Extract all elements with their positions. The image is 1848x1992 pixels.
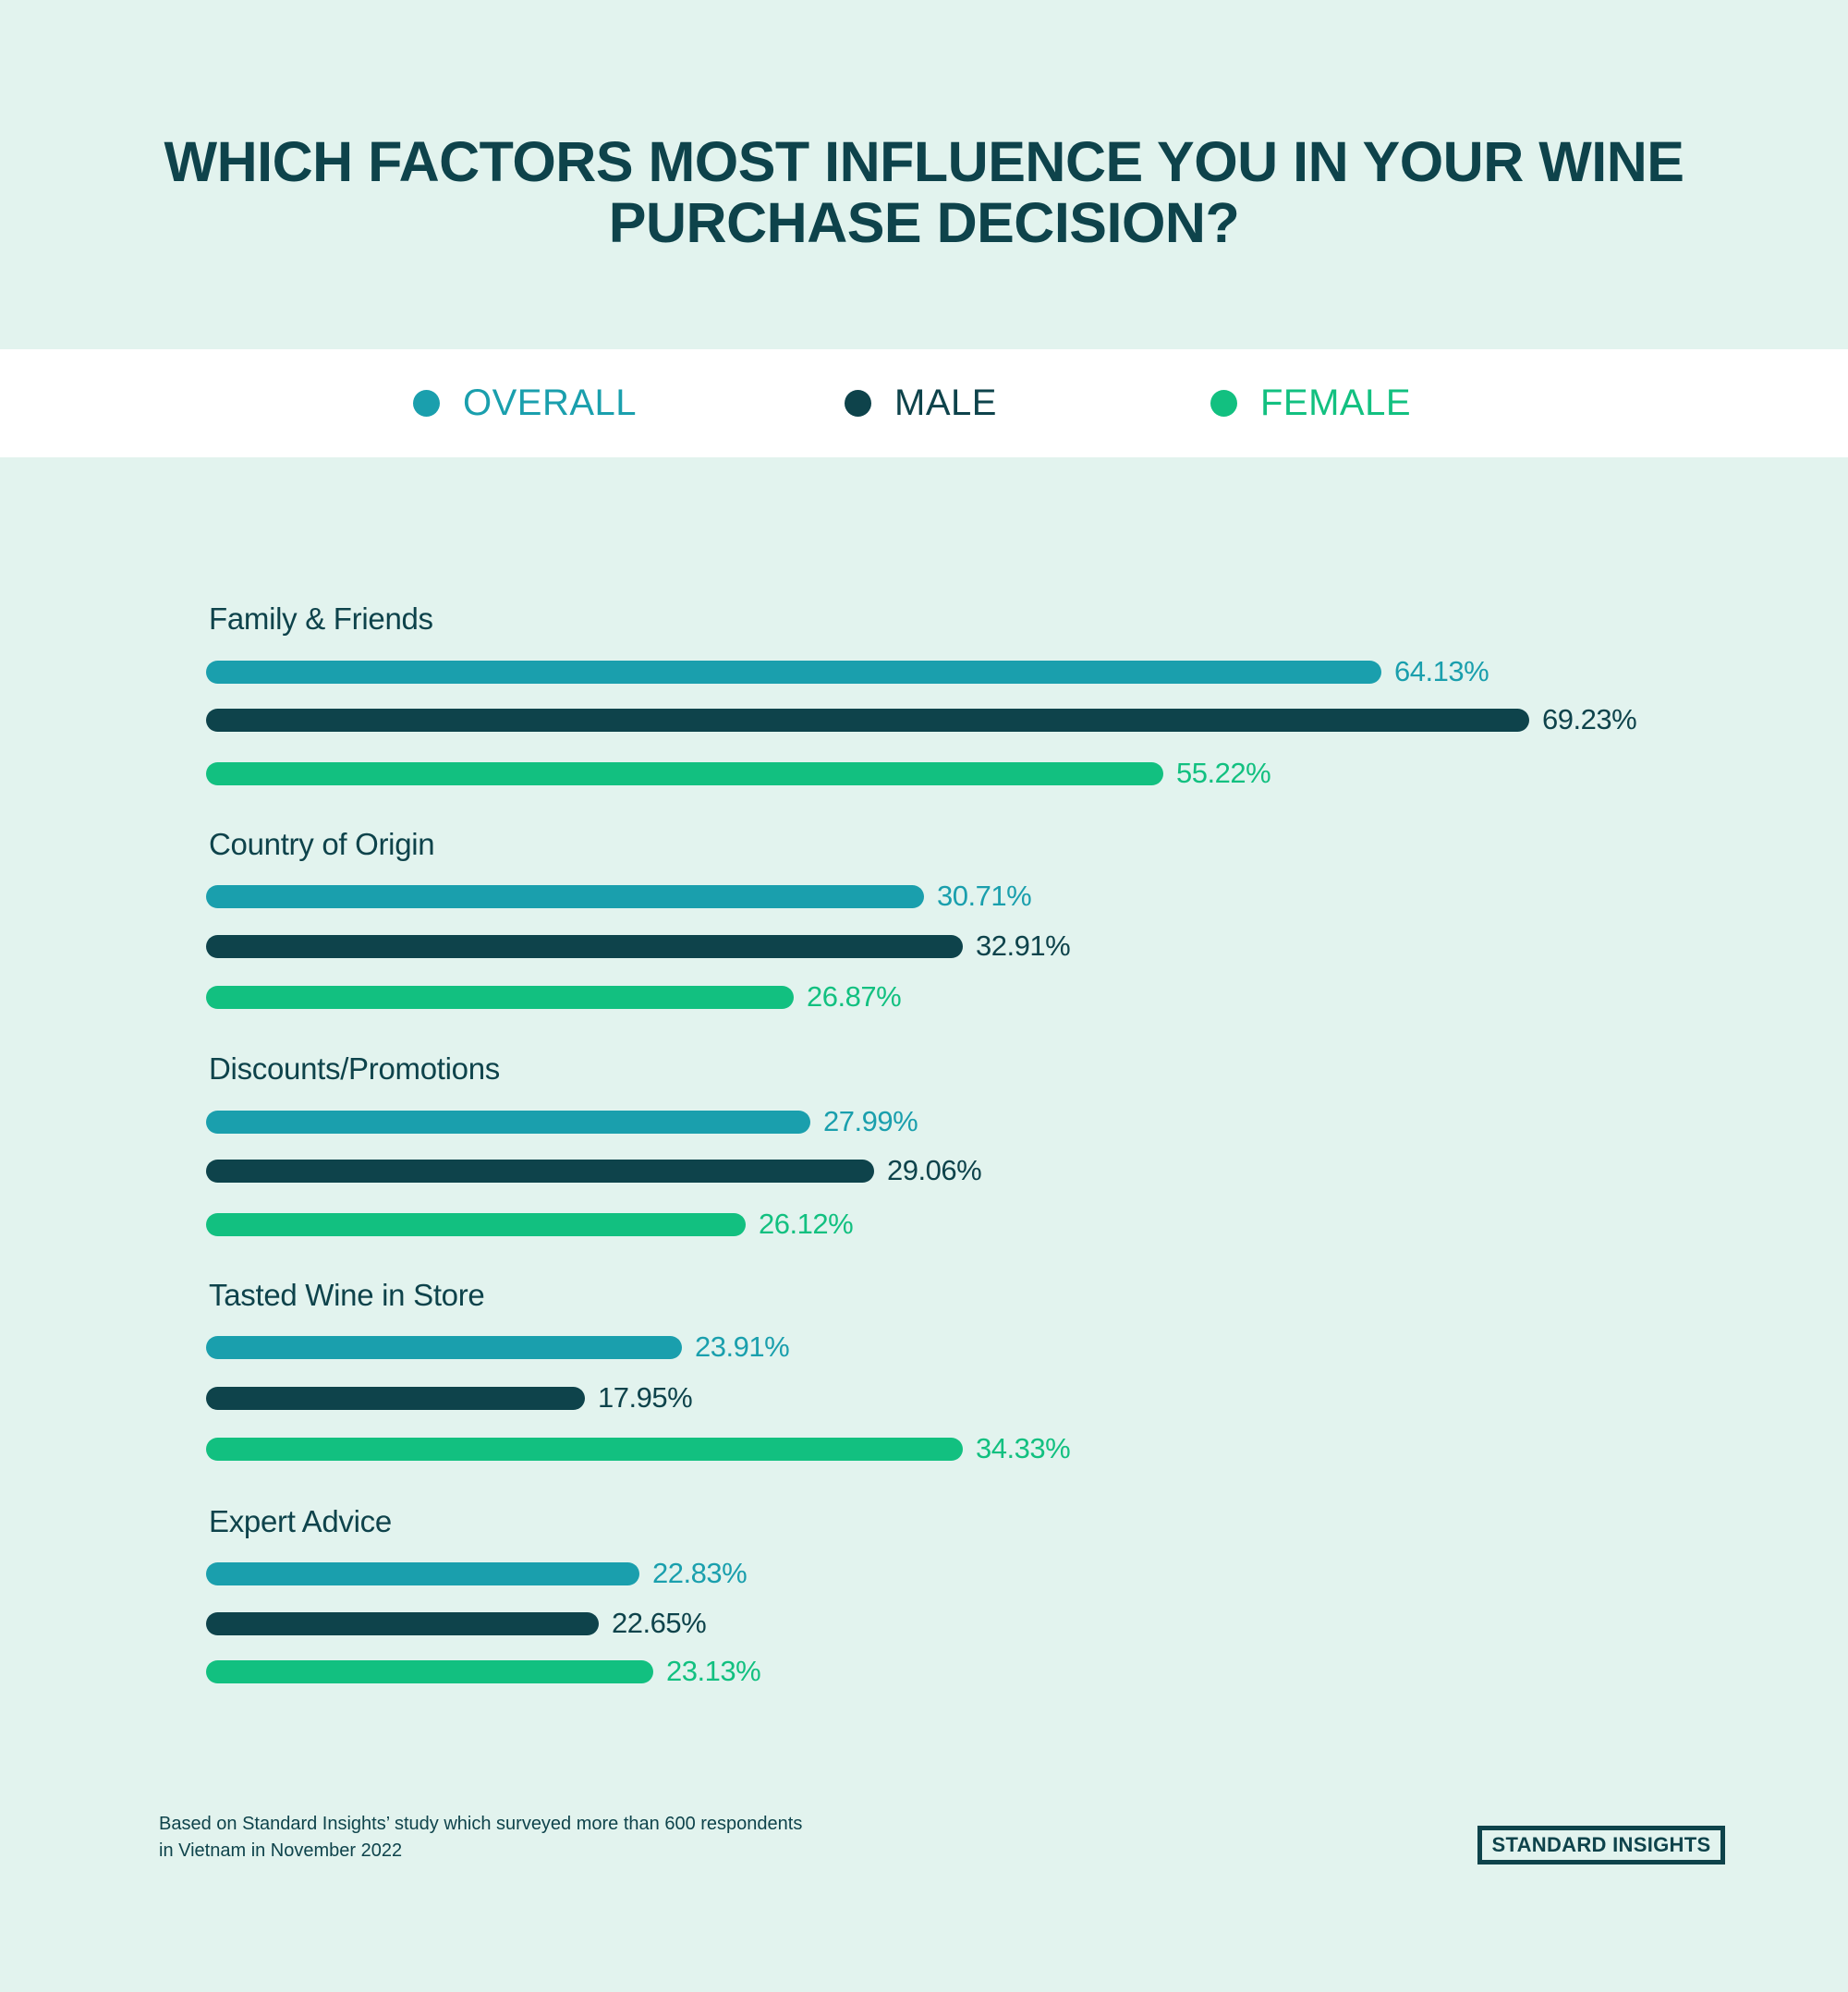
bar-overall (206, 660, 1381, 684)
chart-title-line-2: PURCHASE DECISION? (608, 191, 1240, 254)
bar-overall (206, 1335, 682, 1359)
value-label-male: 32.91% (976, 929, 1071, 962)
category-label: Discounts/Promotions (209, 1051, 500, 1086)
legend-dot-female-icon (1210, 390, 1237, 417)
value-label-female: 26.12% (759, 1208, 854, 1240)
bar-female (206, 1659, 653, 1683)
legend-item-overall: OVERALL (413, 349, 637, 457)
legend-dot-male-icon (845, 390, 871, 417)
footnote-line-1: Based on Standard Insights’ study which … (159, 1814, 803, 1834)
value-label-male: 69.23% (1542, 703, 1637, 735)
bar-male (206, 1386, 585, 1410)
legend: OVERALL MALE FEMALE (0, 349, 1848, 457)
category-label: Family & Friends (209, 601, 433, 636)
brand-logo: STANDARD INSIGHTS (1477, 1826, 1725, 1864)
category-label: Country of Origin (209, 827, 435, 861)
bar-male (206, 1159, 874, 1183)
chart-title-line-1: WHICH FACTORS MOST INFLUENCE YOU IN YOUR… (164, 130, 1684, 193)
legend-label-overall: OVERALL (463, 383, 638, 423)
footnote: Based on Standard Insights’ study which … (159, 1811, 802, 1864)
bar-overall (206, 1110, 810, 1134)
legend-label-female: FEMALE (1260, 383, 1412, 423)
bar-female (206, 1212, 746, 1236)
value-label-male: 17.95% (598, 1381, 693, 1414)
value-label-overall: 23.91% (695, 1330, 790, 1363)
category-label: Tasted Wine in Store (209, 1278, 485, 1312)
legend-label-male: MALE (894, 383, 997, 423)
value-label-overall: 27.99% (823, 1105, 918, 1137)
legend-item-male: MALE (845, 349, 997, 457)
value-label-male: 29.06% (887, 1154, 982, 1186)
value-label-female: 26.87% (807, 980, 902, 1013)
bar-male (206, 934, 963, 958)
category-label: Expert Advice (209, 1504, 392, 1538)
bar-female (206, 1437, 963, 1461)
value-label-overall: 22.83% (652, 1557, 748, 1589)
value-label-female: 34.33% (976, 1432, 1071, 1464)
bar-male (206, 1611, 599, 1635)
chart-title: WHICH FACTORS MOST INFLUENCE YOU IN YOUR… (0, 131, 1848, 253)
footnote-line-2: in Vietnam in November 2022 (159, 1840, 403, 1861)
value-label-female: 55.22% (1176, 757, 1271, 789)
bar-overall (206, 884, 924, 908)
bar-female (206, 761, 1163, 785)
value-label-overall: 64.13% (1394, 655, 1489, 687)
bar-male (206, 708, 1529, 732)
legend-item-female: FEMALE (1210, 349, 1411, 457)
bar-overall (206, 1561, 639, 1585)
value-label-overall: 30.71% (937, 880, 1032, 912)
value-label-female: 23.13% (666, 1655, 761, 1687)
bar-female (206, 985, 794, 1009)
value-label-male: 22.65% (612, 1607, 707, 1639)
legend-dot-overall-icon (413, 390, 440, 417)
